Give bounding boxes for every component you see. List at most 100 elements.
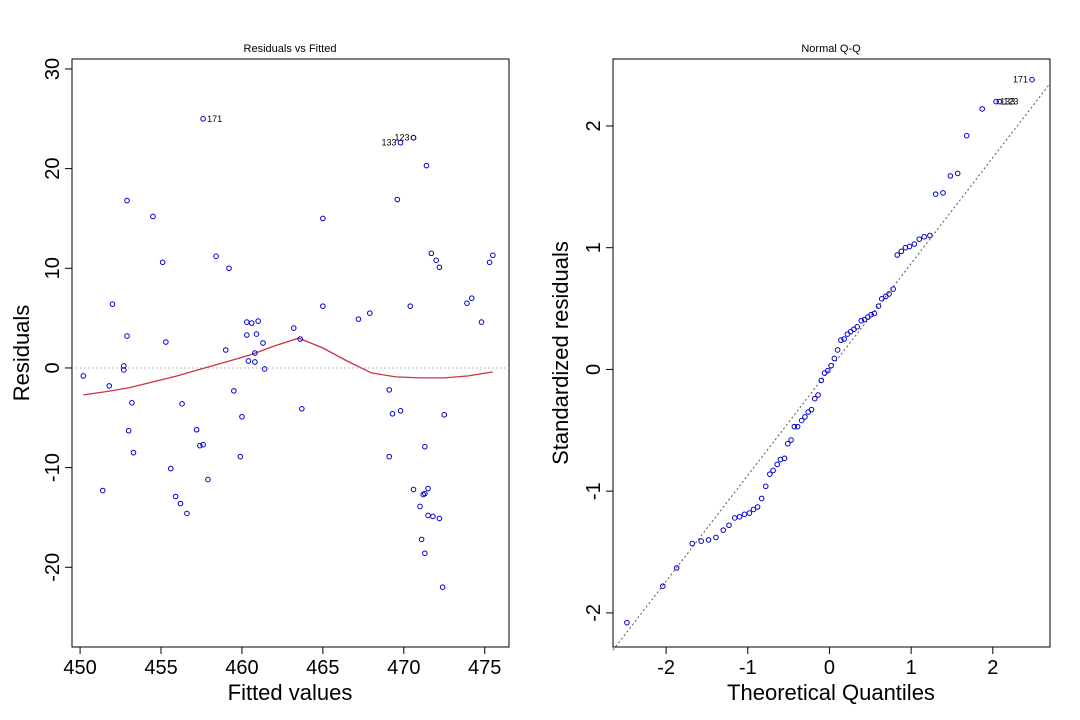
data-point [673,565,680,571]
outlier-label: 133 [382,138,397,148]
data-point [367,310,373,316]
data-point [921,233,928,240]
data-point [109,301,116,307]
data-point [433,257,439,264]
outlier-label: 123 [394,133,409,143]
data-point [252,350,258,356]
data-point [397,139,404,146]
y-axis: -2 -1 0 1 2 [583,120,613,622]
data-point [179,401,185,407]
x-tick-label: 465 [306,657,339,679]
data-point [906,243,913,250]
data-point [441,411,448,418]
data-point [436,515,443,522]
y-axis-label: Residuals [9,305,34,402]
residuals-vs-fitted-panel: Residuals vs Fitted 450 455 460 465 470 475 -… [9,43,510,705]
x-tick-label: 0 [824,657,835,679]
data-point [417,503,423,510]
data-point [248,320,255,326]
data-point [106,383,113,389]
data-point [297,336,304,342]
data-point [222,347,229,353]
data-point [770,467,776,474]
y-tick-label: 0 [583,364,605,375]
data-point [193,426,200,433]
data-point [244,332,250,338]
y-tick-label: 30 [42,58,64,80]
data-point [954,170,961,177]
data-point [418,536,425,543]
data-point [815,392,821,398]
x-axis: 450 455 460 465 470 475 [63,647,501,679]
y-axis-label: Standardized residuals [548,241,573,465]
x-axis: -2 -1 0 1 2 [657,647,998,679]
data-point [394,196,401,203]
data-point [397,408,404,414]
data-point [213,253,219,260]
data-point [660,583,666,589]
data-point [407,303,414,309]
data-point [150,213,156,220]
data-point [834,347,841,353]
data-point [788,437,794,443]
data-point [320,303,326,309]
data-point [808,406,815,413]
outlier-label: 171 [207,114,222,124]
data-point [129,400,135,406]
data-point [200,441,206,448]
data-point [99,487,106,494]
data-point [260,340,266,346]
data-point [791,423,798,430]
data-point [410,486,417,493]
data-point [746,510,753,516]
y-tick-label: 10 [42,257,64,279]
data-point [200,115,206,122]
chart-title: Residuals vs Fitted [244,43,337,55]
data-point [932,191,939,197]
data-point [159,259,166,266]
data-point [464,300,470,306]
data-point [430,513,436,520]
data-point [1029,76,1035,83]
data-point [124,333,130,339]
data-point [993,98,999,105]
data-point [422,490,428,497]
data-point [689,540,696,547]
data-point [244,319,250,325]
data-point [794,423,801,430]
data-point [868,311,874,318]
data-point [253,331,260,337]
chart-title: Normal Q-Q [801,43,861,55]
data-point [197,442,203,449]
data-point [890,286,896,292]
x-tick-label: 460 [225,657,258,679]
y-tick-label: -1 [583,482,605,500]
data-point [767,471,773,477]
data-point [410,134,417,141]
x-tick-label: 475 [468,657,501,679]
data-point [979,106,986,112]
data-point [231,388,237,394]
data-point [205,476,211,483]
data-point [947,173,954,179]
data-point [713,534,719,541]
data-point [825,367,831,374]
x-axis-label: Fitted values [228,680,353,705]
data-point [124,197,130,204]
data-point [237,453,244,460]
data-point [172,493,179,500]
data-point [425,485,431,492]
data-point [894,252,901,258]
data-point [120,367,127,373]
data-point [422,550,428,557]
data-point [963,132,970,139]
x-tick-label: 450 [63,657,96,679]
data-point [120,363,127,369]
x-tick-label: 470 [387,657,420,679]
data-point [802,414,808,420]
y-tick-label: -10 [42,453,64,482]
data-point [886,291,892,297]
